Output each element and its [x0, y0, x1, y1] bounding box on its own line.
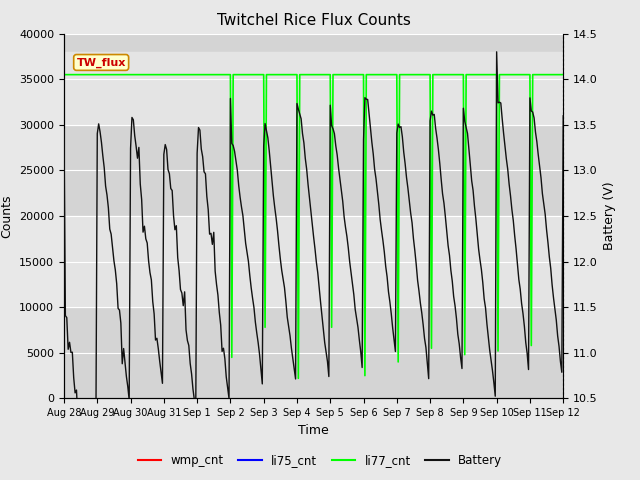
- Bar: [64, 307, 563, 398]
- Title: Twitchel Rice Flux Counts: Twitchel Rice Flux Counts: [217, 13, 410, 28]
- Y-axis label: Battery (V): Battery (V): [604, 182, 616, 250]
- Bar: [64, 216, 563, 307]
- Bar: [64, 125, 563, 216]
- Bar: [64, 34, 563, 52]
- Y-axis label: Counts: Counts: [1, 194, 13, 238]
- Bar: [64, 52, 563, 125]
- Text: TW_flux: TW_flux: [77, 57, 126, 68]
- X-axis label: Time: Time: [298, 424, 329, 437]
- Legend: wmp_cnt, li75_cnt, li77_cnt, Battery: wmp_cnt, li75_cnt, li77_cnt, Battery: [133, 449, 507, 472]
